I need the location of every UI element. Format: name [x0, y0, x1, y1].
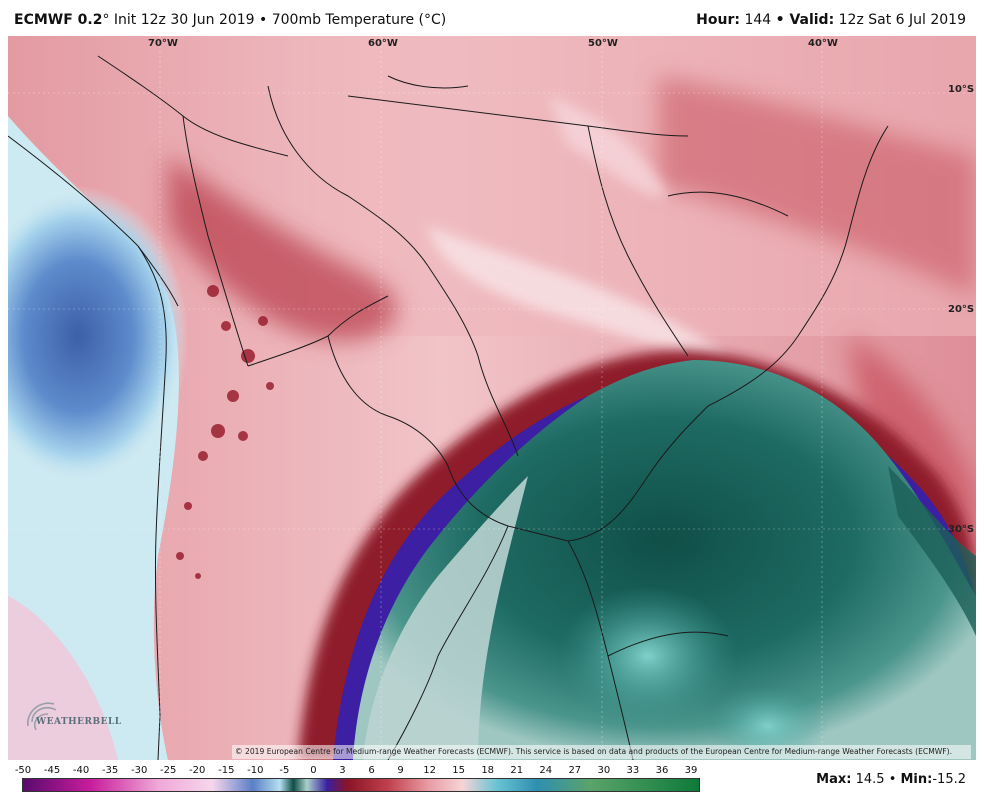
- hour-label: Hour:: [696, 12, 740, 28]
- colorbar-tick-label: 27: [568, 765, 582, 776]
- max-value: 14.5: [855, 772, 885, 787]
- latitude-label-20s: 20°S: [948, 304, 975, 315]
- colorbar-tick-label: -20: [189, 765, 206, 776]
- temperature-colorbar: [22, 778, 700, 792]
- init-and-variable: Init 12z 30 Jun 2019 • 700mb Temperature…: [113, 12, 447, 28]
- colorbar-tick-label: 33: [626, 765, 640, 776]
- colorbar-tick-label: -25: [160, 765, 177, 776]
- colorbar-tick-label: 24: [539, 765, 553, 776]
- colorbar-tick-label: -35: [101, 765, 119, 776]
- colorbar-tick-label: 3: [339, 765, 346, 776]
- colorbar-tick-label: -5: [279, 765, 290, 776]
- temperature-field: [8, 36, 976, 760]
- stat-separator: •: [888, 772, 897, 787]
- model-degree: °: [102, 12, 110, 28]
- weatherbell-swirl-logo-icon: [27, 702, 57, 731]
- longitude-label-50w: 50°W: [588, 38, 618, 49]
- colorbar-tick-label: -50: [14, 765, 32, 776]
- max-label: Max:: [816, 772, 852, 787]
- colorbar-tick-label: -45: [43, 765, 61, 776]
- colorbar-tick-label: 0: [310, 765, 317, 776]
- colorbar-tick-label: 9: [397, 765, 404, 776]
- forecast-time: Hour: 144 • Valid: 12z Sat 6 Jul 2019: [696, 12, 966, 28]
- chart-title: ECMWF 0.2° Init 12z 30 Jun 2019 • 700mb …: [14, 12, 446, 28]
- colorbar-tick-label: 15: [452, 765, 466, 776]
- logo-text: WEATHERBELL: [36, 717, 122, 727]
- field-max-min: Max: 14.5 • Min:-15.2: [816, 772, 966, 787]
- colorbar-tick-label: -30: [131, 765, 148, 776]
- copyright-notice: © 2019 European Centre for Medium-range …: [232, 745, 971, 759]
- longitude-label-60w: 60°W: [368, 38, 398, 49]
- colorbar-tick-label: -15: [218, 765, 235, 776]
- hour-value: 144: [744, 12, 772, 28]
- colorbar-tick-label: 36: [655, 765, 669, 776]
- model-name: ECMWF 0.2: [14, 12, 103, 28]
- colorbar-tick-label: 21: [510, 765, 524, 776]
- valid-label: • Valid:: [775, 12, 835, 28]
- valid-value: 12z Sat 6 Jul 2019: [838, 12, 966, 28]
- temperature-map: 70°W 60°W 50°W 40°W 10°S 20°S 30°S: [8, 36, 976, 760]
- header-bar: ECMWF 0.2° Init 12z 30 Jun 2019 • 700mb …: [0, 0, 984, 36]
- latitude-label-10s: 10°S: [948, 84, 975, 95]
- latitude-label-30s: 30°S: [948, 524, 975, 535]
- colorbar-tick-label: 39: [684, 765, 698, 776]
- min-label: Min:: [900, 772, 933, 787]
- colorbar-tick-label: 18: [481, 765, 495, 776]
- colorbar-tick-label: 30: [597, 765, 611, 776]
- colorbar-tick-label: -10: [247, 765, 264, 776]
- min-value: -15.2: [932, 772, 966, 787]
- colorbar-tick-label: 6: [368, 765, 375, 776]
- colorbar-tick-label: -40: [72, 765, 90, 776]
- colorbar-tick-label: 12: [423, 765, 436, 776]
- longitude-label-40w: 40°W: [808, 38, 838, 49]
- longitude-label-70w: 70°W: [148, 38, 178, 49]
